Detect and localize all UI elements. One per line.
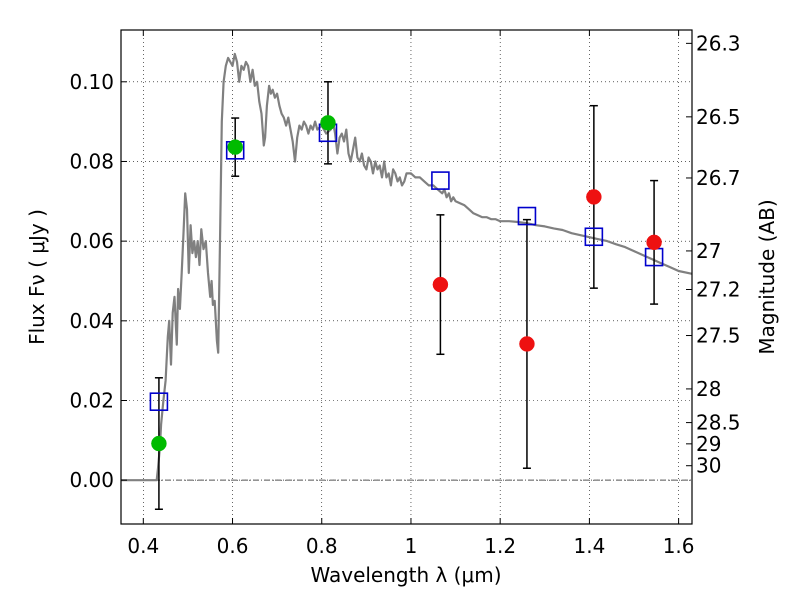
right-axis-tick-label: 28.5 (696, 411, 741, 435)
detection-point (227, 139, 243, 155)
x-tick-label: 0.8 (306, 534, 338, 558)
x-tick-label: 1 (405, 534, 418, 558)
y-tick-label: 0.06 (69, 229, 114, 253)
x-tick-label: 1.6 (663, 534, 695, 558)
x-tick-label: 0.4 (127, 534, 159, 558)
model-band-flux-marker (517, 206, 537, 226)
model-band-flux-marker (431, 171, 450, 190)
x-tick-label: 1.2 (484, 534, 516, 558)
detection-point (151, 435, 167, 452)
detection-point (320, 115, 336, 131)
model-spectrum-layer (121, 52, 693, 482)
right-axis-tick-label: 30 (696, 454, 721, 478)
marker-layer (149, 115, 664, 452)
y-axis-title: Flux Fν ( μJy ) (25, 209, 49, 345)
right-axis-tick-label: 26.5 (696, 105, 741, 129)
right-axis-tick-label: 28 (696, 377, 721, 401)
model-band-flux-marker (584, 227, 604, 247)
plot-frame (120, 29, 693, 525)
tick-label-layer: 0.4 0.6 0.8 1 1.2 1.4 1.6 0.00 0.02 0.04 0.06 0.08 0… (69, 31, 740, 558)
right-axis-tick-label: 27.5 (696, 324, 741, 348)
y-tick-label: 0.10 (69, 70, 114, 94)
right-axis-tick-label: 27 (696, 239, 721, 263)
y-tick-label: 0.08 (69, 149, 114, 173)
nondetection-point (432, 276, 449, 293)
x-tick-label: 1.4 (573, 534, 605, 558)
x-axis-title: Wavelength λ (μm) (310, 563, 501, 587)
model-band-flux-marker (149, 392, 169, 411)
grid-layer (121, 30, 692, 524)
nondetection-point (586, 189, 602, 205)
right-axis-tick-label: 27.2 (696, 277, 741, 301)
model-spectrum-line (121, 52, 693, 482)
x-tick-label: 0.6 (217, 534, 249, 558)
right-axis-tick-label: 26.3 (696, 31, 741, 55)
right-axis-title: Magnitude (AB) (755, 199, 779, 354)
nondetection-point (519, 336, 535, 352)
tick-layer (121, 30, 692, 524)
y-tick-label: 0.00 (69, 468, 114, 492)
right-axis-tick-label: 26.7 (696, 166, 741, 190)
y-tick-label: 0.04 (69, 309, 114, 333)
y-tick-label: 0.02 (69, 389, 114, 413)
nondetection-point (646, 234, 662, 251)
right-axis-tick-label: 29 (696, 432, 721, 456)
